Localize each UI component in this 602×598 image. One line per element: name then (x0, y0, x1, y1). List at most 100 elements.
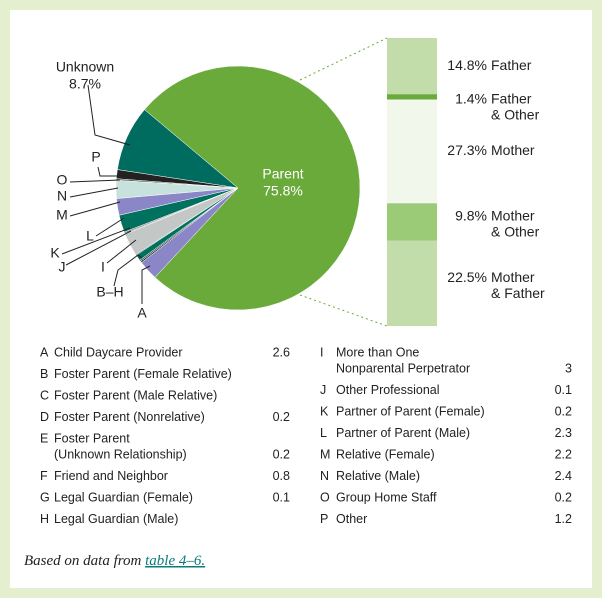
callout-label: B–H (96, 284, 123, 300)
legend-name: (Unknown Relationship) (54, 447, 187, 461)
bar-stack (387, 38, 437, 326)
legend-letter: P (320, 512, 328, 526)
footer-link[interactable]: table 4–6. (145, 553, 205, 569)
callout-label: P (91, 149, 100, 165)
bar-category-label: Mother (491, 142, 535, 158)
leader (69, 179, 121, 183)
legend-name: Partner of Parent (Female) (336, 404, 485, 418)
legend-letter: O (320, 490, 330, 504)
legend-name: Legal Guardian (Male) (54, 512, 178, 526)
callout-label: L (86, 228, 94, 244)
leader (65, 230, 132, 266)
bar-category-label: Father (491, 57, 532, 73)
legend-name: Relative (Female) (336, 447, 435, 461)
bar-segment (387, 94, 437, 100)
legend-letter: K (320, 404, 329, 418)
callout-label: J (59, 259, 66, 275)
legend-letter: L (320, 426, 327, 440)
legend-value: 0.2 (273, 447, 290, 461)
legend-name: Group Home Staff (336, 490, 437, 504)
bar-category-label: & Other (491, 224, 540, 240)
legend-letter: E (40, 431, 48, 445)
legend-letter: N (320, 469, 329, 483)
leader (97, 166, 122, 177)
parent-value: 75.8% (263, 183, 303, 199)
bar-value-label: 1.4% (455, 91, 487, 107)
legend-letter: I (320, 345, 323, 359)
legend-value: 0.2 (273, 410, 290, 424)
leader (113, 254, 143, 287)
legend-value: 0.2 (555, 404, 572, 418)
bar-value-label: 14.8% (447, 57, 487, 73)
legend-letter: D (40, 410, 49, 424)
leader (61, 227, 131, 255)
legend-letter: G (40, 490, 50, 504)
leader (69, 187, 119, 198)
parent-label: Parent (262, 166, 303, 182)
callout-label: M (56, 207, 68, 223)
connector (299, 37, 388, 81)
legend-letter: M (320, 447, 330, 461)
leader (87, 84, 131, 146)
legend-name: Foster Parent (Female Relative) (54, 367, 232, 381)
bar-segment (387, 38, 437, 95)
callout-label: N (57, 188, 67, 204)
legend-value: 2.3 (555, 426, 572, 440)
bar-category-label: Mother (491, 269, 535, 285)
bar-category-label: Father (491, 91, 532, 107)
legend-name: More than One (336, 345, 419, 359)
callout-label: O (57, 172, 68, 188)
legend-value: 2.2 (555, 447, 572, 461)
pie-slice (144, 65, 361, 311)
legend-name: Other (336, 512, 367, 526)
footer-text: Based on data from (24, 553, 142, 569)
legend-name: Relative (Male) (336, 469, 420, 483)
bar-value-label: 27.3% (447, 142, 487, 158)
leader (69, 201, 121, 217)
legend-name: Foster Parent (Male Relative) (54, 388, 217, 402)
leaders (61, 84, 151, 304)
connector (299, 294, 388, 327)
legend-letter: J (320, 383, 326, 397)
legend-name: Other Professional (336, 383, 440, 397)
legend-letter: C (40, 388, 49, 402)
bar-category-label: & Other (491, 107, 540, 123)
callout-label: I (101, 259, 105, 275)
legend-letter: F (40, 469, 48, 483)
bar-segment (387, 240, 437, 326)
legend-letter: A (40, 345, 49, 359)
legend-value: 0.2 (555, 490, 572, 504)
leader (95, 217, 125, 237)
bar-segment (387, 203, 437, 241)
leader (141, 265, 151, 304)
legend-value: 2.6 (273, 345, 290, 359)
legend-value: 0.1 (273, 490, 290, 504)
leader (106, 239, 137, 264)
legend-letter: B (40, 367, 48, 381)
legend-name: Nonparental Perpetrator (336, 361, 470, 375)
legend-letter: H (40, 512, 49, 526)
legend-value: 0.8 (273, 469, 290, 483)
legend-name: Foster Parent (54, 431, 130, 445)
legend-value: 3 (565, 361, 572, 375)
bar-category-label: Mother (491, 208, 535, 224)
legend-name: Partner of Parent (Male) (336, 426, 470, 440)
footer: Based on data from table 4–6. (24, 553, 205, 569)
legend-name: Legal Guardian (Female) (54, 490, 193, 504)
legend-name: Foster Parent (Nonrelative) (54, 410, 205, 424)
bar-value-label: 22.5% (447, 269, 487, 285)
callout-label: K (50, 245, 60, 261)
bar-category-label: & Father (491, 285, 545, 301)
bar-segment (387, 99, 437, 204)
legend-value: 2.4 (555, 469, 572, 483)
pie (115, 65, 361, 311)
callout-label: A (137, 305, 147, 321)
unknown-value: 8.7% (69, 76, 101, 92)
legend-value: 0.1 (555, 383, 572, 397)
unknown-label: Unknown (56, 59, 114, 75)
legend-name: Friend and Neighbor (54, 469, 168, 483)
legend: A Child Daycare Provider 2.6 B Foster Parent… (40, 345, 572, 526)
legend-name: Child Daycare Provider (54, 345, 183, 359)
legend-value: 1.2 (555, 512, 572, 526)
